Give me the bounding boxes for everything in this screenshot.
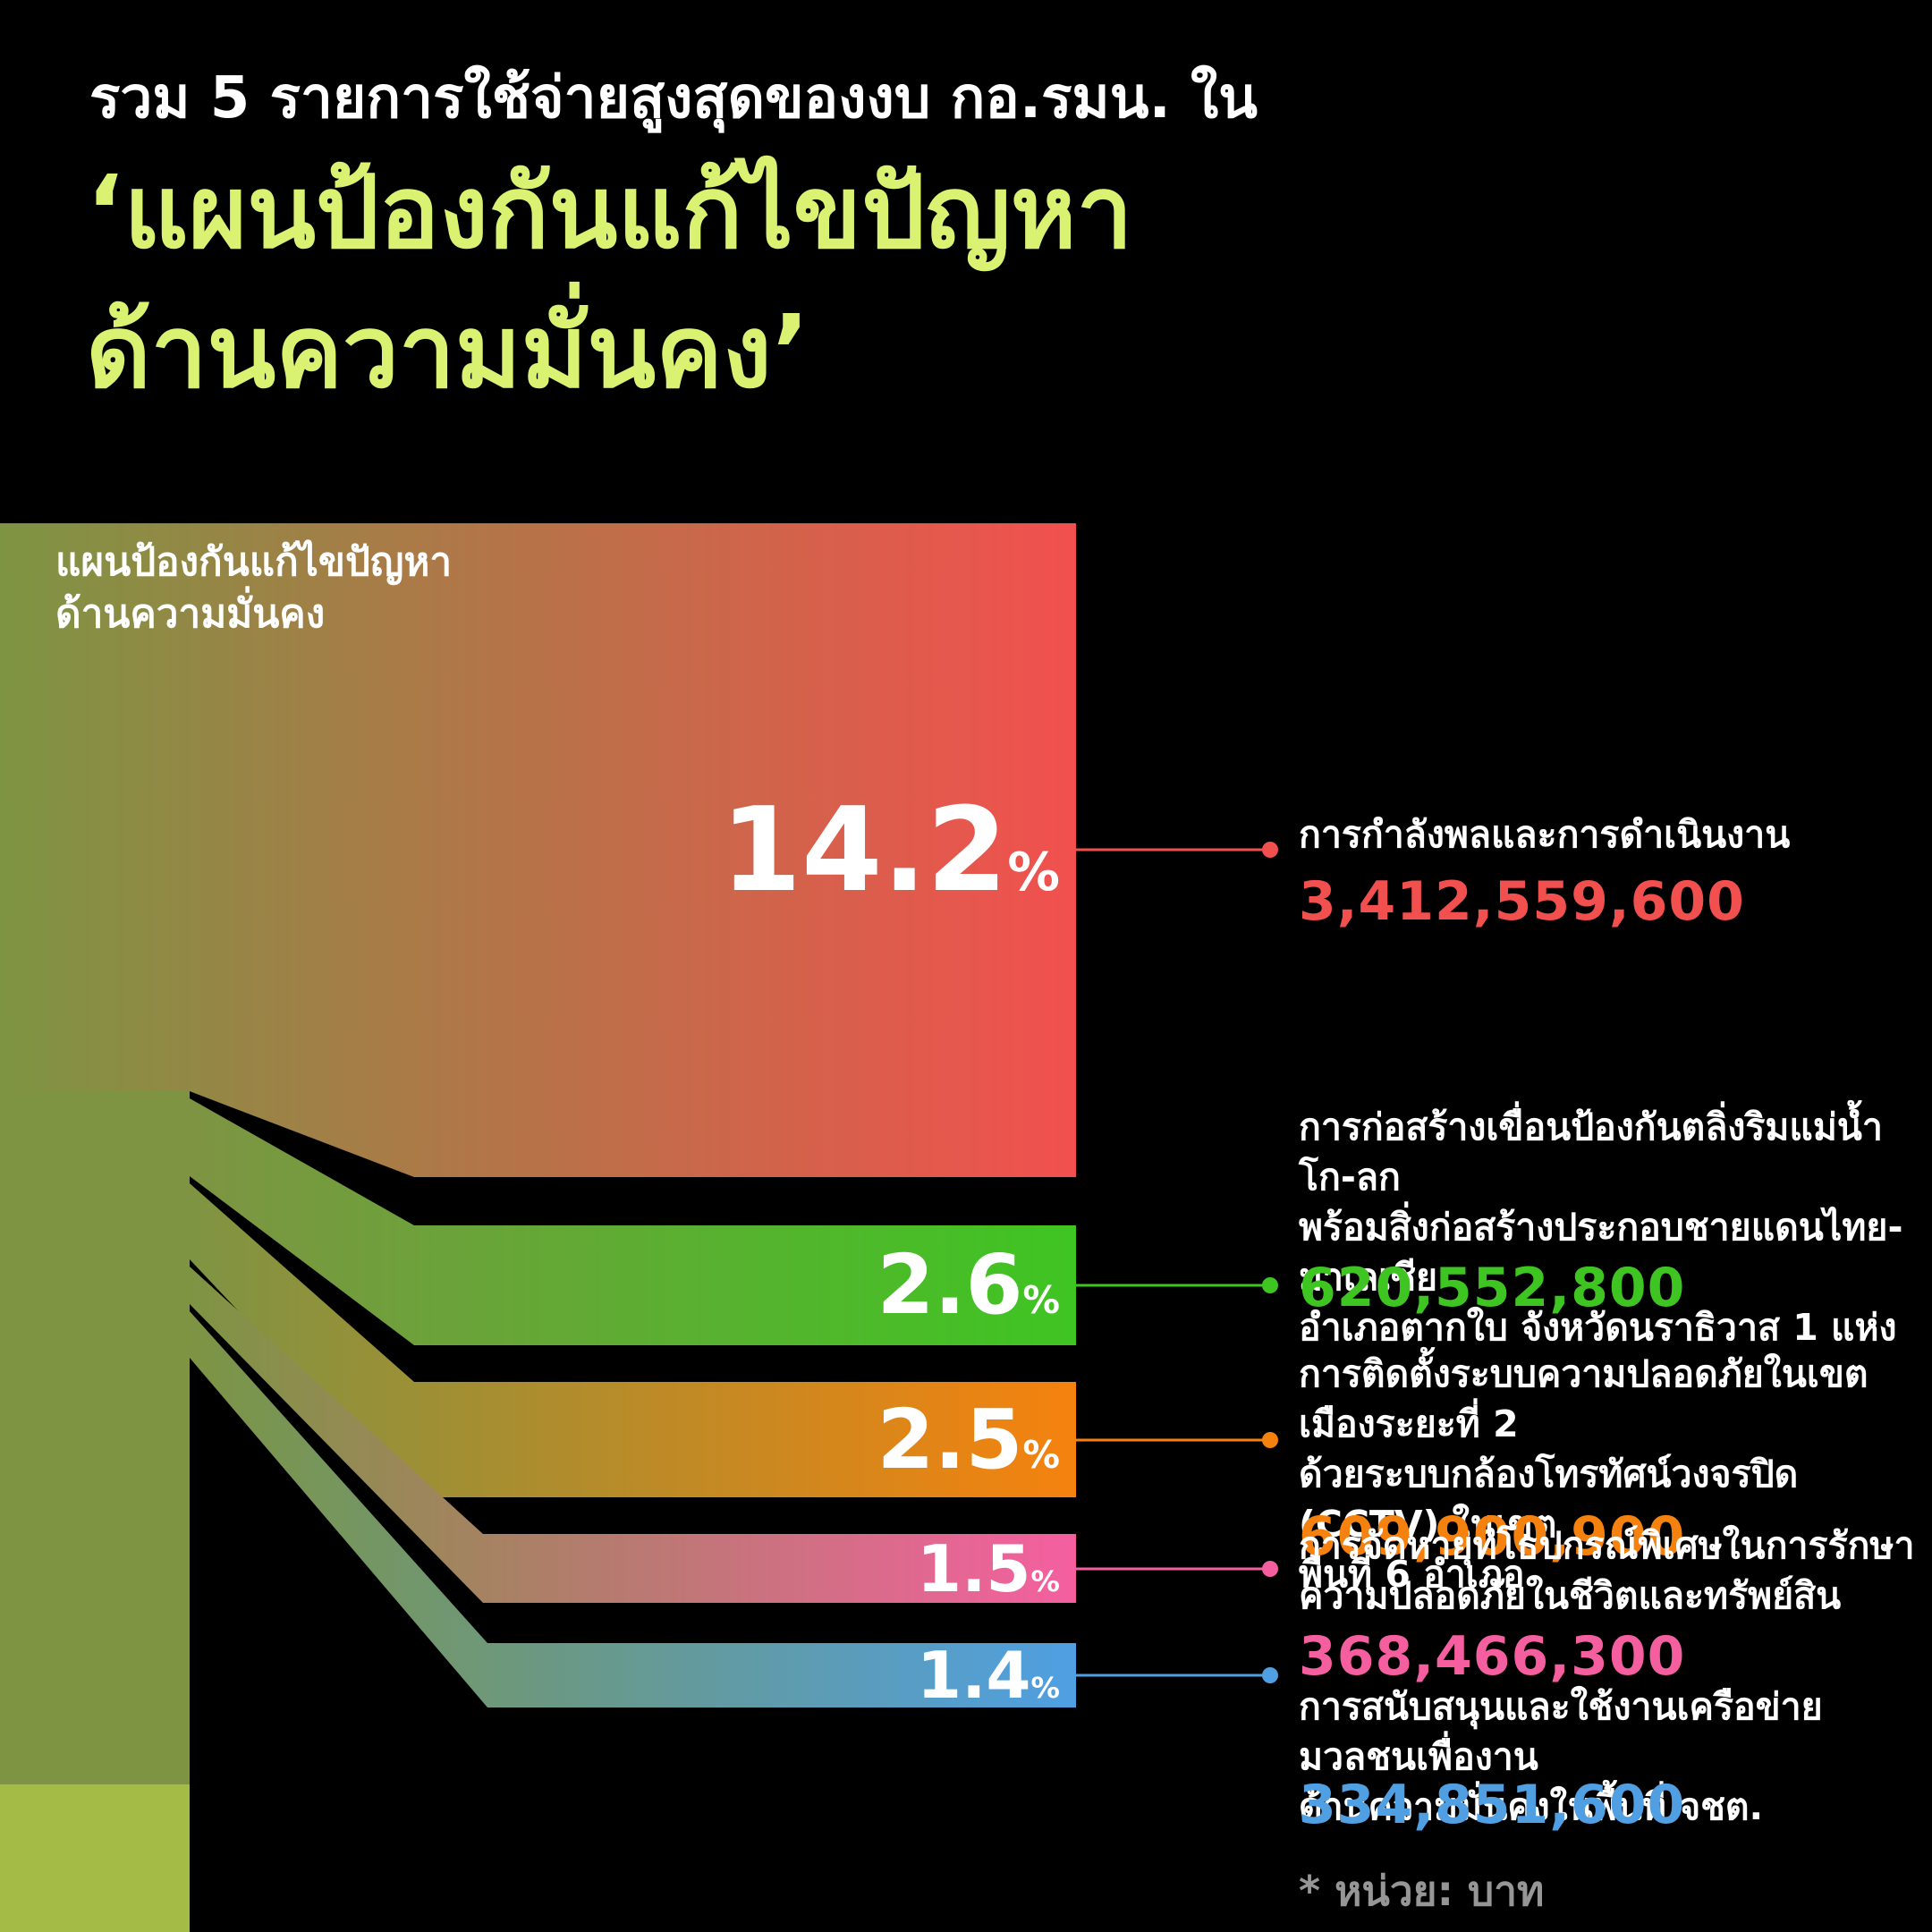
- item3-label-line2: ด้วยระบบกล้องโทรทัศน์วงจรปิด (CCTV) ในเข…: [1299, 1453, 1799, 1546]
- source-column-bottom-segment: [0, 1784, 190, 1932]
- leader-green: [1076, 1277, 1278, 1293]
- page-title-suffix: ใน: [1170, 65, 1258, 131]
- percent-sign: %: [1022, 1279, 1060, 1322]
- page-title-accent-line2: ด้านความมั่นคง’: [86, 294, 810, 411]
- item3-label-line3: พื้นที่ 6 อำเภอ: [1299, 1553, 1525, 1596]
- source-node-label: แผนป้องกันแก้ไขปัญหา ด้านความมั่นคง: [55, 537, 452, 640]
- item3-label: การติดตั้งระบบความปลอดภัยในเขตเมืองระยะท…: [1299, 1349, 1925, 1599]
- leader-orange: [1076, 1432, 1278, 1448]
- item5-label: การสนับสนุนและใช้งานเครือข่ายมวลชนเพื่อง…: [1299, 1682, 1925, 1832]
- flow-red-14-2: [0, 523, 1076, 1177]
- source-node-label-line1: แผนป้องกันแก้ไขปัญหา: [55, 539, 453, 585]
- leader-pink: [1076, 1561, 1278, 1577]
- item3-value: 609,900,900: [1299, 1505, 1686, 1568]
- item4-label-line2: ความปลอดภัยในชีวิตและทรัพย์สิน: [1299, 1574, 1842, 1617]
- percent-label-item5: 1.4%: [917, 1643, 1060, 1707]
- percent-label-item2: 2.6%: [877, 1244, 1060, 1326]
- page-title-bold: งบ กอ.รมน.: [866, 65, 1171, 131]
- percent-value: 2.6: [877, 1237, 1023, 1333]
- unit-footnote: * หน่วย: บาท: [1299, 1867, 1545, 1915]
- flow-orange-2-5: [190, 1183, 1076, 1497]
- item3-label-line1: การติดตั้งระบบความปลอดภัยในเขตเมืองระยะท…: [1299, 1352, 1868, 1445]
- percent-label-item3: 2.5%: [877, 1399, 1060, 1481]
- percent-sign: %: [1030, 1671, 1060, 1705]
- leader-blue: [1076, 1667, 1278, 1683]
- item1-label: การกำลังพลและการดำเนินงาน: [1299, 809, 1925, 860]
- item5-label-line1: การสนับสนุนและใช้งานเครือข่ายมวลชนเพื่อง…: [1299, 1685, 1823, 1778]
- percent-value: 14.2: [720, 782, 1008, 918]
- percent-value: 1.4: [916, 1638, 1031, 1713]
- page-title-accent-line1: ‘แผนป้องกันแก้ไขปัญหา: [86, 155, 1133, 271]
- percent-label-item1: 14.2%: [721, 792, 1060, 908]
- item4-label-line1: การจัดหายุทโธปกรณ์พิเศษในการรักษา: [1299, 1524, 1915, 1567]
- flow-pink-1-5: [190, 1267, 1076, 1603]
- page-title: รวม 5 รายการใช้จ่ายสูงสุดของงบ กอ.รมน. ใ…: [89, 55, 1258, 141]
- percent-sign: %: [1022, 1434, 1060, 1477]
- item5-value: 334,851,600: [1299, 1774, 1686, 1836]
- flow-blue-1-4: [190, 1311, 1076, 1707]
- item1-value: 3,412,559,600: [1299, 870, 1745, 933]
- item2-label-line2: พร้อมสิ่งก่อสร้างประกอบชายแดนไทย-มาเลเซี…: [1299, 1206, 1903, 1299]
- flow-green-2-6: [190, 1098, 1076, 1345]
- item2-label-line3: อำเภอตากใบ จังหวัดนราธิวาส 1 แห่ง: [1299, 1306, 1897, 1349]
- percent-sign: %: [1007, 842, 1060, 902]
- item4-value: 368,466,300: [1299, 1625, 1686, 1688]
- leader-red: [1076, 842, 1278, 858]
- percent-label-item4: 1.5%: [917, 1537, 1060, 1601]
- source-node-label-line2: ด้านความมั่นคง: [55, 591, 326, 637]
- item2-value: 620,552,800: [1299, 1257, 1686, 1319]
- item5-label-line2: ด้านความมั่นคงในพื้นที่ จชต.: [1299, 1785, 1764, 1828]
- page-title-normal: รวม 5 รายการใช้จ่ายสูงสุดของ: [89, 65, 867, 131]
- item1-label-line1: การกำลังพลและการดำเนินงาน: [1299, 813, 1791, 856]
- percent-sign: %: [1030, 1564, 1060, 1598]
- percent-value: 2.5: [877, 1392, 1023, 1487]
- item2-label-line1: การก่อสร้างเขื่อนป้องกันตลิ่งริมแม่น้ำโก…: [1299, 1106, 1883, 1199]
- item2-label: การก่อสร้างเขื่อนป้องกันตลิ่งริมแม่น้ำโก…: [1299, 1102, 1925, 1352]
- percent-value: 1.5: [916, 1531, 1031, 1606]
- item4-label: การจัดหายุทโธปกรณ์พิเศษในการรักษา ความปล…: [1299, 1521, 1925, 1621]
